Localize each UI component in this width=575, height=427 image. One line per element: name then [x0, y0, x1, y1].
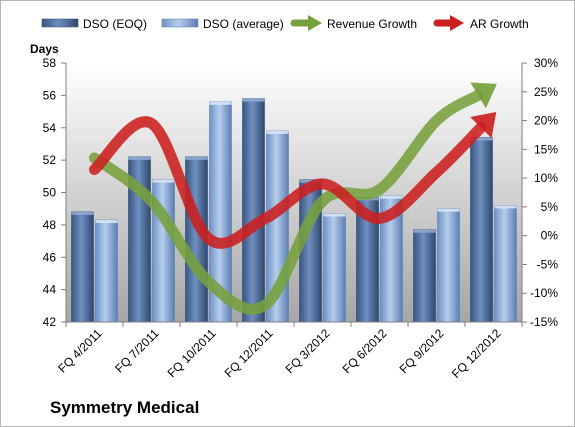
- y-tick-label-left: 50: [43, 186, 57, 200]
- legend-item-dso-average: DSO (average): [161, 17, 284, 31]
- bar-cap-dso-eoq: [185, 156, 208, 160]
- x-tick-label: FQ 12/2011: [222, 326, 276, 380]
- legend: DSO (EOQ) DSO (average) Revenue Growth A…: [41, 15, 529, 31]
- y-tick-label-right: 15%: [534, 142, 558, 156]
- bar-cap-dso-eoq: [128, 156, 151, 160]
- bar-cap-dso-eoq: [413, 229, 436, 233]
- x-tick-label: FQ 7/2011: [112, 326, 162, 376]
- y-tick-label-right: -5%: [537, 257, 559, 271]
- legend-label-revenue-growth: Revenue Growth: [327, 17, 417, 31]
- y-tick-label-right: 0%: [541, 229, 559, 243]
- legend-swatch-dso-average: [161, 18, 199, 28]
- x-tick-label: FQ 4/2011: [55, 326, 105, 376]
- y-tick-label-right: 30%: [534, 56, 558, 70]
- bar-dso-average: [437, 208, 460, 323]
- bar-cap-dso-average: [152, 179, 175, 183]
- legend-item-revenue-growth: Revenue Growth: [290, 15, 417, 31]
- bar-dso-eoq: [71, 211, 94, 323]
- bar-dso-eoq: [413, 229, 436, 323]
- bar-cap-dso-eoq: [71, 211, 94, 215]
- arrowhead-ar-growth: [470, 112, 497, 139]
- bar-cap-dso-eoq: [470, 137, 493, 141]
- legend-item-ar-growth: AR Growth: [433, 15, 529, 31]
- y-tick-label-left: 48: [43, 218, 57, 232]
- y-tick-label-left: 42: [43, 315, 57, 329]
- y-tick-label-left: 56: [43, 88, 57, 102]
- bar-cap-dso-average: [95, 220, 118, 224]
- bar-dso-average: [95, 219, 118, 323]
- bar-cap-dso-average: [380, 195, 403, 199]
- y-tick-label-right: 10%: [534, 171, 558, 185]
- y-tick-label-left: 54: [43, 121, 57, 135]
- arrowhead-revenue-growth: [470, 82, 497, 109]
- y-tick-label-right: -15%: [530, 315, 558, 329]
- bar-cap-dso-average: [437, 208, 460, 212]
- bar-dso-eoq: [242, 98, 265, 323]
- x-tick-label: FQ 10/2011: [165, 326, 219, 380]
- legend-item-dso-eoq: DSO (EOQ): [41, 17, 147, 31]
- bar-cap-dso-average: [323, 213, 346, 217]
- company-title: Symmetry Medical: [50, 398, 200, 417]
- y-tick-label-right: -10%: [530, 286, 558, 300]
- legend-arrowhead-revenue-growth: [308, 15, 322, 31]
- y-tick-label-left: 58: [43, 56, 57, 70]
- x-tick-label: FQ 6/2012: [340, 326, 390, 376]
- legend-arrowhead-ar-growth: [450, 15, 464, 31]
- legend-swatch-dso-eoq: [41, 18, 79, 28]
- bar-dso-average: [494, 205, 517, 323]
- x-tick-label: FQ 9/2012: [397, 326, 447, 376]
- y-tick-label-right: 20%: [534, 114, 558, 128]
- y-tick-label-right: 5%: [541, 200, 559, 214]
- x-tick-label: FQ 12/2012: [449, 326, 504, 381]
- y-tick-label-left: 46: [43, 250, 57, 264]
- x-tick-label: FQ 3/2012: [283, 326, 333, 376]
- bar-cap-dso-average: [209, 101, 232, 105]
- y-tick-label-right: 25%: [534, 85, 558, 99]
- bar-cap-dso-average: [494, 205, 517, 209]
- legend-label-dso-eoq: DSO (EOQ): [83, 17, 147, 31]
- line-revenue-growth: [89, 89, 484, 315]
- y-tick-label-left: 44: [43, 283, 57, 297]
- y-axis-label: Days: [30, 42, 59, 56]
- legend-label-dso-average: DSO (average): [203, 17, 284, 31]
- y-tick-label-left: 52: [43, 153, 57, 167]
- bar-dso-eoq: [470, 137, 493, 323]
- line-ar-growth: [89, 116, 487, 249]
- bar-cap-dso-average: [266, 130, 289, 134]
- legend-label-ar-growth: AR Growth: [470, 17, 529, 31]
- bar-dso-average: [323, 213, 346, 323]
- bar-cap-dso-eoq: [242, 98, 265, 102]
